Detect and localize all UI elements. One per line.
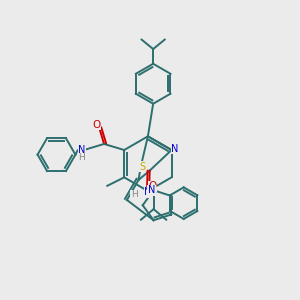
Text: N: N bbox=[78, 146, 85, 155]
Text: N: N bbox=[148, 185, 155, 195]
Text: N: N bbox=[144, 187, 152, 197]
Text: O: O bbox=[92, 120, 100, 130]
Text: H: H bbox=[131, 190, 138, 199]
Text: H: H bbox=[78, 153, 85, 162]
Text: O: O bbox=[148, 182, 156, 191]
Text: S: S bbox=[139, 162, 145, 172]
Text: N: N bbox=[171, 144, 178, 154]
